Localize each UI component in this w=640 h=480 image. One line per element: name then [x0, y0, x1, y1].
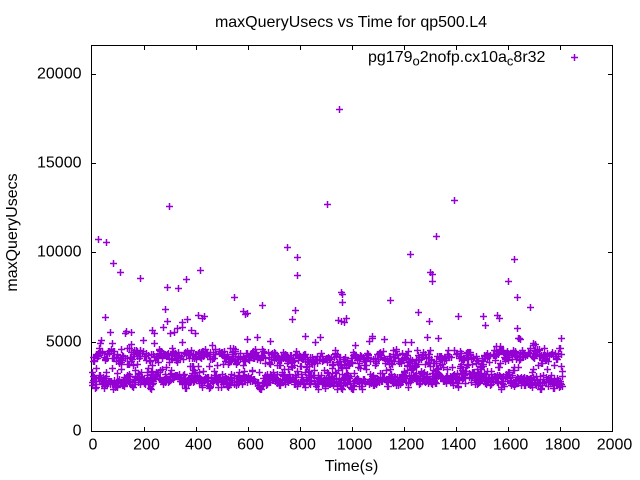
- svg-text:200: 200: [133, 437, 160, 454]
- svg-text:maxQueryUsecs: maxQueryUsecs: [4, 173, 21, 291]
- svg-text:Time(s): Time(s): [325, 458, 379, 475]
- svg-text:15000: 15000: [37, 155, 82, 172]
- svg-text:pg179o2nofp.cx10ac8r32: pg179o2nofp.cx10ac8r32: [368, 49, 546, 69]
- svg-text:400: 400: [185, 437, 212, 454]
- svg-text:0: 0: [89, 437, 98, 454]
- svg-text:800: 800: [289, 437, 316, 454]
- svg-text:1800: 1800: [545, 437, 581, 454]
- svg-text:1600: 1600: [493, 437, 529, 454]
- svg-text:1200: 1200: [389, 437, 425, 454]
- svg-text:maxQueryUsecs vs Time for qp50: maxQueryUsecs vs Time for qp500.L4: [215, 14, 487, 31]
- svg-text:2000: 2000: [597, 437, 633, 454]
- svg-text:1400: 1400: [441, 437, 477, 454]
- svg-text:600: 600: [237, 437, 264, 454]
- svg-text:0: 0: [73, 423, 82, 440]
- svg-text:10000: 10000: [37, 244, 82, 261]
- svg-text:1000: 1000: [337, 437, 373, 454]
- svg-text:20000: 20000: [37, 66, 82, 83]
- svg-text:5000: 5000: [46, 334, 82, 351]
